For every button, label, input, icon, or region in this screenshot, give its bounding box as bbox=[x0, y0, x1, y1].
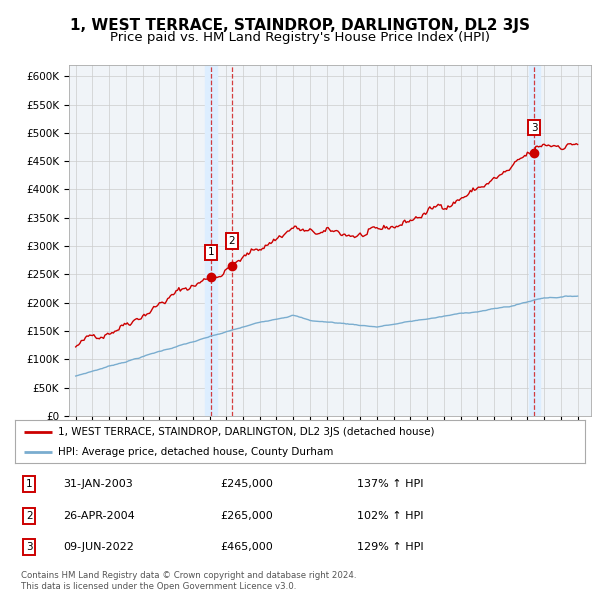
Text: 1, WEST TERRACE, STAINDROP, DARLINGTON, DL2 3JS (detached house): 1, WEST TERRACE, STAINDROP, DARLINGTON, … bbox=[58, 427, 434, 437]
Text: 129% ↑ HPI: 129% ↑ HPI bbox=[357, 542, 424, 552]
Text: 3: 3 bbox=[26, 542, 32, 552]
Text: HPI: Average price, detached house, County Durham: HPI: Average price, detached house, Coun… bbox=[58, 447, 333, 457]
Bar bbox=[529, 65, 540, 416]
Text: 31-JAN-2003: 31-JAN-2003 bbox=[64, 479, 133, 489]
Text: 2: 2 bbox=[26, 511, 32, 520]
Text: 26-APR-2004: 26-APR-2004 bbox=[64, 511, 135, 520]
Text: Price paid vs. HM Land Registry's House Price Index (HPI): Price paid vs. HM Land Registry's House … bbox=[110, 31, 490, 44]
Text: 1: 1 bbox=[208, 247, 214, 257]
Text: 3: 3 bbox=[531, 123, 538, 133]
Text: 1: 1 bbox=[26, 479, 32, 489]
Bar bbox=[205, 65, 217, 416]
Text: 09-JUN-2022: 09-JUN-2022 bbox=[64, 542, 134, 552]
Text: Contains HM Land Registry data © Crown copyright and database right 2024.
This d: Contains HM Land Registry data © Crown c… bbox=[21, 571, 356, 590]
Text: 2: 2 bbox=[229, 236, 235, 246]
Text: £265,000: £265,000 bbox=[220, 511, 273, 520]
Text: £465,000: £465,000 bbox=[220, 542, 273, 552]
Text: 1, WEST TERRACE, STAINDROP, DARLINGTON, DL2 3JS: 1, WEST TERRACE, STAINDROP, DARLINGTON, … bbox=[70, 18, 530, 32]
Text: 102% ↑ HPI: 102% ↑ HPI bbox=[357, 511, 424, 520]
Text: 137% ↑ HPI: 137% ↑ HPI bbox=[357, 479, 424, 489]
Text: £245,000: £245,000 bbox=[220, 479, 273, 489]
